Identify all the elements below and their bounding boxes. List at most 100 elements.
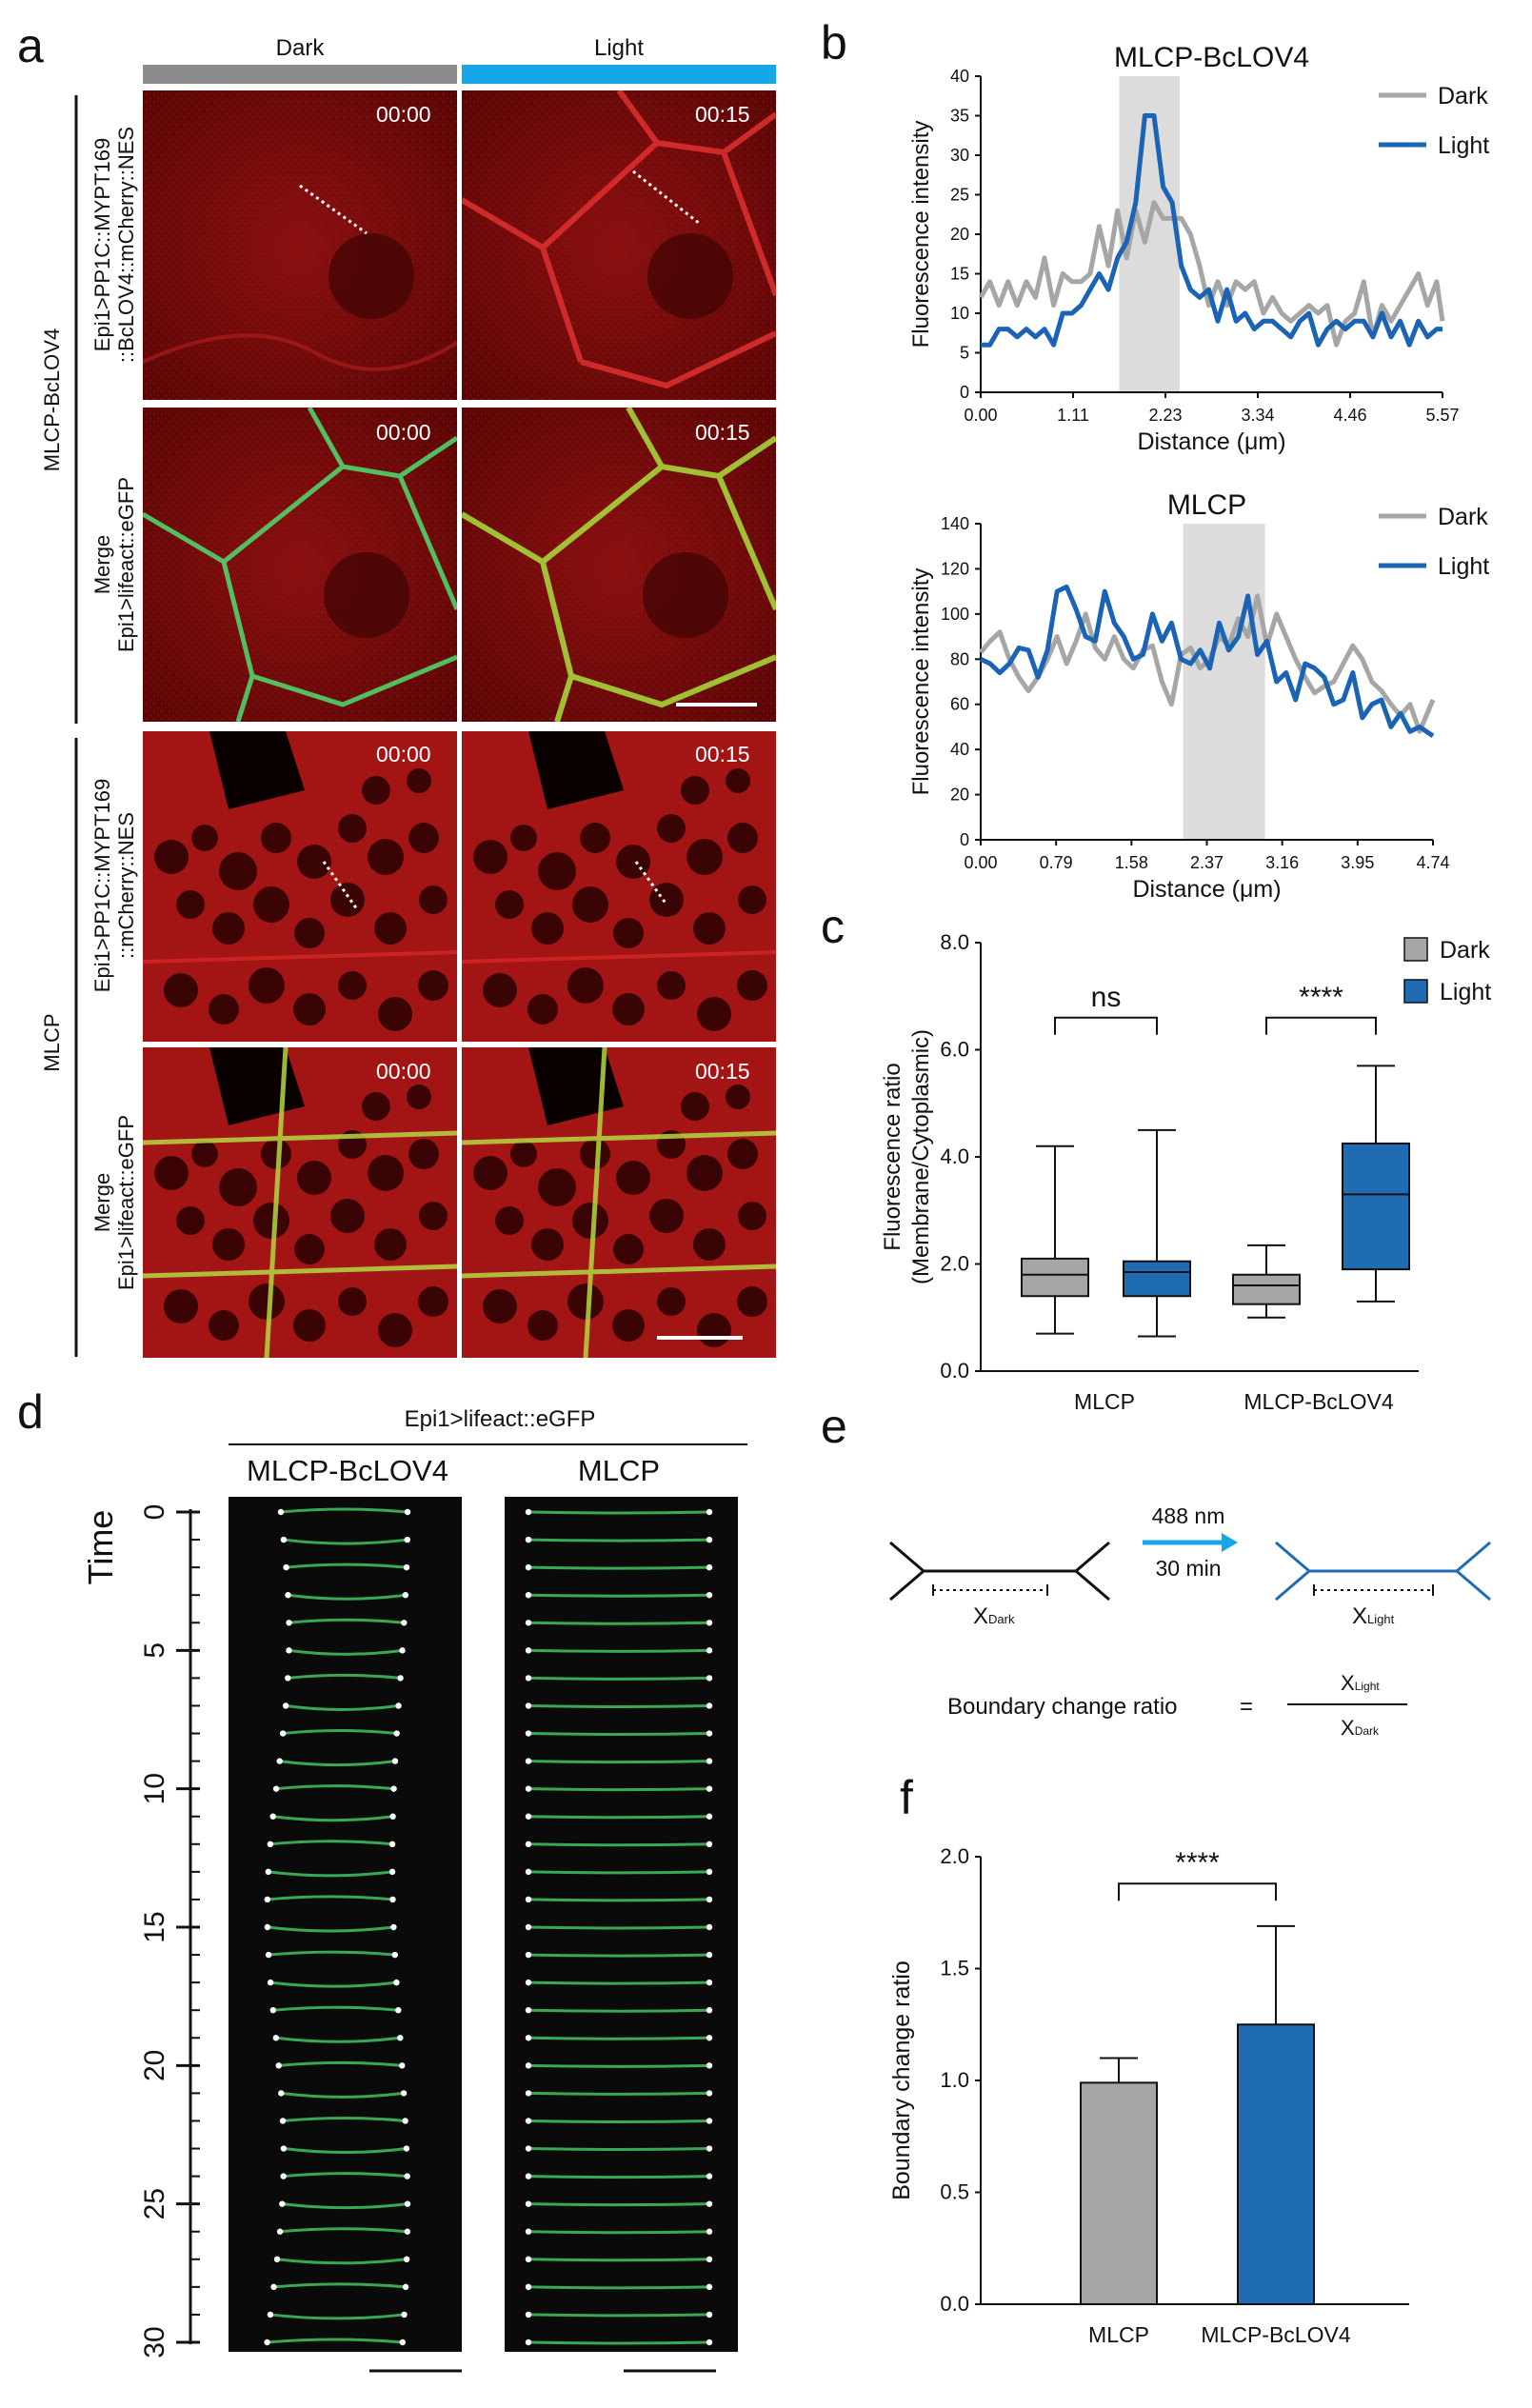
kymo-dot-right [706, 2256, 713, 2262]
kymo-dot-right [399, 2338, 406, 2346]
kymo-dot-right [706, 1868, 713, 1876]
kymo-dot-right [393, 1979, 400, 1986]
y-tick-label: 25 [950, 186, 969, 205]
legend-label: Dark [1438, 504, 1488, 530]
kymo-boundary [527, 2285, 710, 2290]
micrograph-r4-dark [143, 1047, 457, 1358]
kymo-boundary [288, 1648, 403, 1656]
row3-label-2: ::mCherry::NES [114, 812, 138, 959]
y-tick-label: 10 [950, 304, 969, 323]
kymo-dot-left [286, 1620, 292, 1626]
group-label-top: MLCP-BcLOV4 [40, 328, 64, 471]
kymo-dot-left [525, 2200, 532, 2207]
legend-label: Light [1440, 979, 1491, 1005]
y-tick-label: 8.0 [940, 930, 969, 954]
group-label-bottom: MLCP [40, 1013, 64, 1071]
y-tick-label: 1.0 [940, 2068, 969, 2092]
kymo-dot-right [388, 1841, 396, 1848]
legend-label: Dark [1440, 937, 1490, 964]
kymo-boundary [527, 1898, 710, 1902]
kymo-dot-left [525, 1979, 532, 1986]
kymo-dot-right [706, 2090, 713, 2097]
kymo-boundary [283, 1729, 397, 1736]
kymo-dot-left [267, 2311, 274, 2318]
kymo-boundary [527, 1703, 710, 1708]
x-tick-label: 1.11 [1057, 406, 1089, 425]
kymo-tick-label: 15 [139, 1911, 170, 1942]
x-axis-label: Distance (μm) [1137, 428, 1285, 455]
kymo-dot-left [264, 1923, 271, 1931]
kymo-dot-right [706, 2118, 713, 2124]
kymo-dot-right [404, 2228, 411, 2235]
kymo-boundary [527, 2008, 710, 2013]
kymo-dot-left [525, 1647, 532, 1654]
y-tick-label: 40 [950, 67, 969, 86]
kymo-dot-left [276, 1758, 283, 1764]
sig-label: ns [1091, 982, 1122, 1013]
kymo-dot-right [389, 1813, 396, 1820]
kymo-dot-right [403, 2145, 410, 2152]
kymo-dot-right [390, 1785, 397, 1792]
kymo-boundary [275, 2036, 401, 2043]
x-axis-label: Distance (μm) [1132, 876, 1281, 903]
box-mlcp-bclov4-dark [1232, 1273, 1301, 1305]
kymo-dot-right [402, 2283, 409, 2291]
kymo-tick-label: 5 [139, 1642, 170, 1659]
kymo-boundary [285, 1703, 399, 1711]
kymo-dot-left [269, 2007, 277, 2014]
kymo-dot-left [525, 2090, 532, 2097]
kymo-boundary [527, 1510, 710, 1515]
y-tick-label: 2.0 [940, 1252, 969, 1276]
x-tick-label: 2.37 [1190, 853, 1224, 872]
kymo-dot-right [706, 1675, 713, 1682]
y-tick-label: 0.5 [940, 2180, 969, 2204]
series-line-dark [978, 200, 1445, 348]
kymo-boundary [527, 1732, 710, 1737]
kymo-dot-right [706, 1620, 713, 1626]
kymo-col2-label: MLCP [578, 1454, 660, 1487]
panel-label-c: c [821, 900, 845, 953]
legend-label: Dark [1438, 83, 1488, 109]
kymo-boundary [276, 2258, 408, 2265]
kymo-boundary [283, 1538, 408, 1545]
kymo-dot-left [525, 2035, 532, 2041]
kymo-dot-right [706, 2338, 713, 2346]
kymo-dot-right [706, 1592, 713, 1599]
kymo-dot-right [706, 2145, 713, 2152]
kymo-boundary [527, 1980, 710, 1985]
kymo-dot-left [525, 1508, 532, 1516]
kymo-boundary [282, 2116, 406, 2122]
x-tick-label: 4.46 [1333, 406, 1366, 425]
kymo-dot-right [402, 2118, 408, 2124]
panel-d: Epi1>lifeact::eGFP MLCP-BcLOV4 MLCP Time… [81, 1406, 747, 2373]
kymo-dot-left [525, 2062, 532, 2069]
kymo-dot-left [525, 2311, 532, 2318]
kymo-boundary [288, 1673, 401, 1680]
kymo-boundary [283, 2147, 408, 2155]
kymo-dot-left [278, 2090, 285, 2097]
col-dark-label: Dark [276, 35, 326, 61]
kymo-dot-right [706, 2173, 713, 2179]
kymo-boundary [527, 1787, 710, 1792]
kymo-boundary [527, 1870, 710, 1875]
y-tick-label: 0 [960, 383, 969, 402]
sig-label: **** [1175, 1847, 1220, 1879]
y-tick-label: 4.0 [940, 1144, 969, 1168]
kymo-dot-right [706, 1758, 713, 1764]
kymo-dot-left [265, 1868, 272, 1876]
kymo-dot-right [706, 2035, 713, 2041]
row3-label-1: Epi1>PP1C::MYPT169 [90, 779, 114, 992]
kymo-dot-left [525, 1563, 532, 1571]
linescan-r1-dark [299, 184, 368, 235]
kymo-dot-left [280, 2145, 288, 2152]
kymo-tick-label: 30 [139, 2326, 170, 2358]
kymo-dot-left [525, 1702, 532, 1709]
kymo-dot-left [525, 1620, 532, 1626]
kymo-boundary [283, 2172, 408, 2179]
duration-label: 30 min [1155, 1556, 1221, 1581]
kymo-dot-left [286, 1647, 292, 1654]
kymo-boundary [527, 2147, 710, 2152]
kymo-dot-right [404, 1536, 410, 1543]
x-tick-label: 0.79 [1040, 853, 1073, 872]
kymo-boundary [288, 1593, 407, 1601]
